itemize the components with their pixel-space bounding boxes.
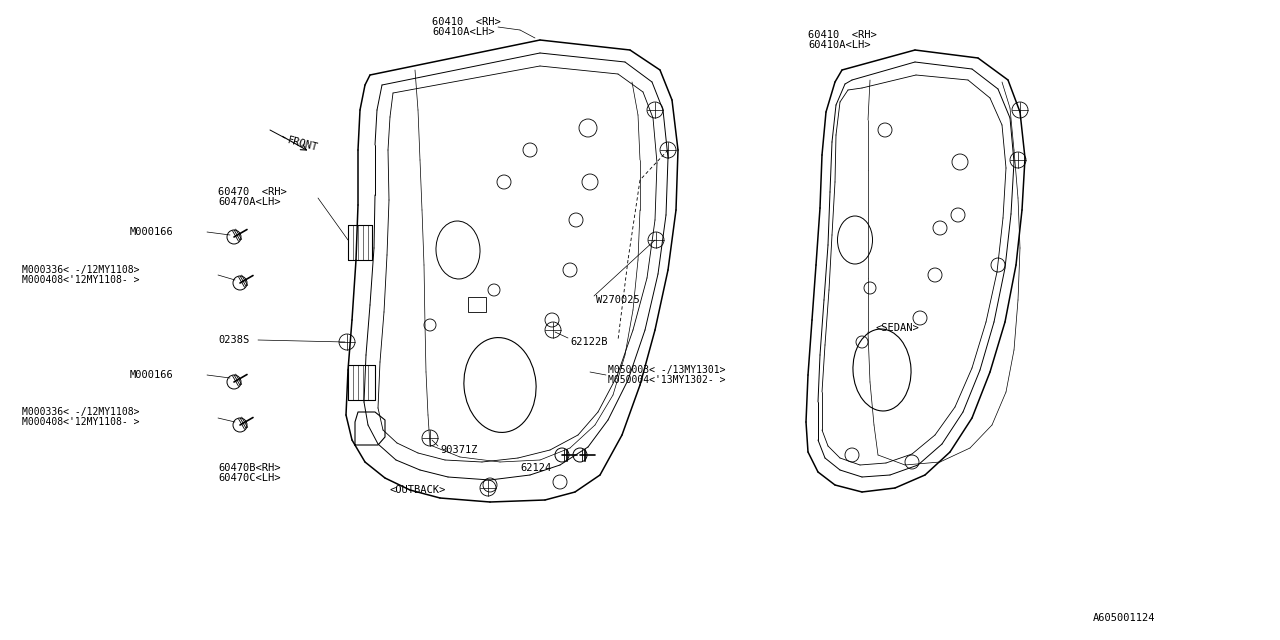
Text: 62122B: 62122B (570, 337, 608, 347)
Text: M000336< -/12MY1108>: M000336< -/12MY1108> (22, 407, 140, 417)
Text: <SEDAN>: <SEDAN> (876, 323, 919, 333)
Text: 60470A<LH>: 60470A<LH> (218, 197, 280, 207)
Text: 0238S: 0238S (218, 335, 250, 345)
Text: 60410A<LH>: 60410A<LH> (808, 40, 870, 50)
Text: 60470C<LH>: 60470C<LH> (218, 473, 280, 483)
Text: W270025: W270025 (596, 295, 640, 305)
Text: M050004<'13MY1302- >: M050004<'13MY1302- > (608, 375, 726, 385)
Text: M050003< -/13MY1301>: M050003< -/13MY1301> (608, 365, 726, 375)
Text: <OUTBACK>: <OUTBACK> (390, 485, 447, 495)
Text: M000166: M000166 (131, 370, 174, 380)
Text: FRONT: FRONT (287, 135, 320, 153)
Text: M000408<'12MY1108- >: M000408<'12MY1108- > (22, 275, 140, 285)
Text: 60410  <RH>: 60410 <RH> (808, 30, 877, 40)
Text: 60470B<RH>: 60470B<RH> (218, 463, 280, 473)
Text: 90371Z: 90371Z (440, 445, 477, 455)
Bar (468, 297, 486, 312)
Text: A605001124: A605001124 (1093, 613, 1155, 623)
Text: M000336< -/12MY1108>: M000336< -/12MY1108> (22, 265, 140, 275)
Text: 62124: 62124 (520, 463, 552, 473)
Text: 60470  <RH>: 60470 <RH> (218, 187, 287, 197)
Text: M000166: M000166 (131, 227, 174, 237)
Text: 60410  <RH>: 60410 <RH> (433, 17, 500, 27)
Text: 60410A<LH>: 60410A<LH> (433, 27, 494, 37)
Text: M000408<'12MY1108- >: M000408<'12MY1108- > (22, 417, 140, 427)
